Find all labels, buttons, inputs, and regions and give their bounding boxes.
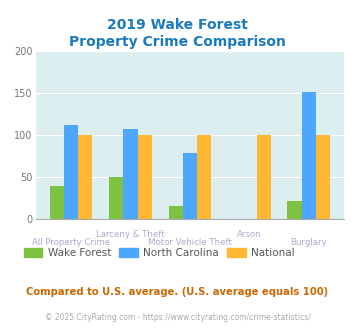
Text: Arson: Arson bbox=[237, 230, 262, 239]
Bar bbox=[316, 135, 330, 219]
Bar bbox=[288, 201, 302, 219]
Bar bbox=[183, 153, 197, 219]
Text: Property Crime Comparison: Property Crime Comparison bbox=[69, 35, 286, 49]
Bar bbox=[257, 135, 271, 219]
Text: Larceny & Theft: Larceny & Theft bbox=[96, 230, 165, 239]
Text: Compared to U.S. average. (U.S. average equals 100): Compared to U.S. average. (U.S. average … bbox=[26, 287, 329, 297]
Text: Burglary: Burglary bbox=[291, 238, 327, 247]
Bar bbox=[197, 135, 211, 219]
Bar bbox=[109, 178, 123, 219]
Text: © 2025 CityRating.com - https://www.cityrating.com/crime-statistics/: © 2025 CityRating.com - https://www.city… bbox=[45, 313, 310, 322]
Bar bbox=[138, 135, 152, 219]
Text: 2019 Wake Forest: 2019 Wake Forest bbox=[107, 18, 248, 32]
Bar bbox=[50, 186, 64, 219]
Bar bbox=[64, 125, 78, 219]
Text: Motor Vehicle Theft: Motor Vehicle Theft bbox=[148, 238, 232, 247]
Legend: Wake Forest, North Carolina, National: Wake Forest, North Carolina, National bbox=[20, 244, 299, 262]
Bar bbox=[78, 135, 92, 219]
Text: All Property Crime: All Property Crime bbox=[32, 238, 110, 247]
Bar bbox=[123, 129, 138, 219]
Bar bbox=[302, 91, 316, 219]
Bar bbox=[169, 206, 183, 219]
